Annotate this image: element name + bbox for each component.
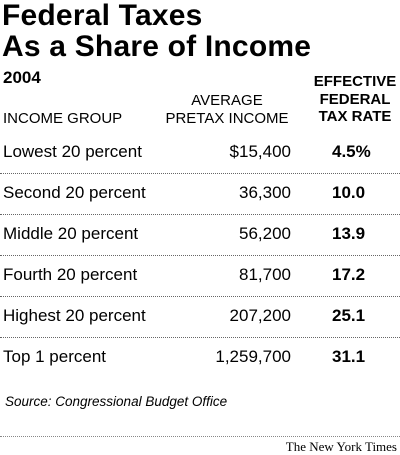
column-header-rate-line-2: FEDERAL xyxy=(319,90,391,108)
chart-title: Federal Taxes As a Share of Income xyxy=(2,0,398,62)
column-header-effective-tax-rate: EFFECTIVE FEDERAL TAX RATE xyxy=(312,73,398,126)
tax-rate-value: 4.5% xyxy=(332,142,371,161)
income-group-label: Top 1 percent xyxy=(3,347,107,366)
tax-rate-value: 10.0 xyxy=(332,183,366,202)
average-income-value: 207,200 xyxy=(229,306,291,325)
average-income-value: 1,259,700 xyxy=(215,347,291,366)
income-group-label: Middle 20 percent xyxy=(3,224,139,243)
column-header-average-pretax-income: AVERAGE PRETAX INCOME xyxy=(157,92,297,128)
row-divider xyxy=(0,173,400,174)
row-divider xyxy=(0,296,400,297)
table-row: Highest 20 percent 207,200 25.1 xyxy=(0,296,400,337)
table-row: Second 20 percent 36,300 10.0 xyxy=(0,173,400,214)
average-income-value: 56,200 xyxy=(239,224,291,243)
income-group-label: Highest 20 percent xyxy=(3,306,146,325)
income-group-label: Fourth 20 percent xyxy=(3,265,138,284)
table-row: Lowest 20 percent $15,400 4.5% xyxy=(0,132,400,173)
publisher-credit: The New York Times xyxy=(285,439,397,454)
column-header-rate-line-1: EFFECTIVE xyxy=(313,73,397,90)
title-line-2: As a Share of Income xyxy=(2,30,312,63)
income-group-label: Second 20 percent xyxy=(3,183,146,202)
source-note: Source: Congressional Budget Office xyxy=(5,394,228,409)
row-divider xyxy=(0,337,400,338)
column-header-income-group: INCOME GROUP xyxy=(3,110,123,127)
income-group-label: Lowest 20 percent xyxy=(3,142,142,161)
table-row: Top 1 percent 1,259,700 31.1 xyxy=(0,337,400,378)
tax-rate-value: 25.1 xyxy=(332,306,366,325)
table-row: Middle 20 percent 56,200 13.9 xyxy=(0,214,400,255)
title-line-1: Federal Taxes xyxy=(2,0,203,32)
column-header-income-line-2: PRETAX INCOME xyxy=(165,110,289,127)
credit-divider xyxy=(0,436,400,437)
average-income-value: $15,400 xyxy=(229,142,291,161)
average-income-value: 36,300 xyxy=(239,183,291,202)
table-row: Fourth 20 percent 81,700 17.2 xyxy=(0,255,400,296)
column-header-income-line-1: AVERAGE xyxy=(191,92,263,109)
table-body: Lowest 20 percent $15,400 4.5% Second 20… xyxy=(0,132,400,378)
row-divider xyxy=(0,255,400,256)
average-income-value: 81,700 xyxy=(239,265,291,284)
column-header-rate-line-3: TAX RATE xyxy=(318,108,392,125)
tax-rate-value: 17.2 xyxy=(332,265,366,284)
tax-rate-value: 13.9 xyxy=(332,224,366,243)
year-label: 2004 xyxy=(3,68,41,87)
row-divider xyxy=(0,214,400,215)
tax-rate-value: 31.1 xyxy=(332,347,366,366)
